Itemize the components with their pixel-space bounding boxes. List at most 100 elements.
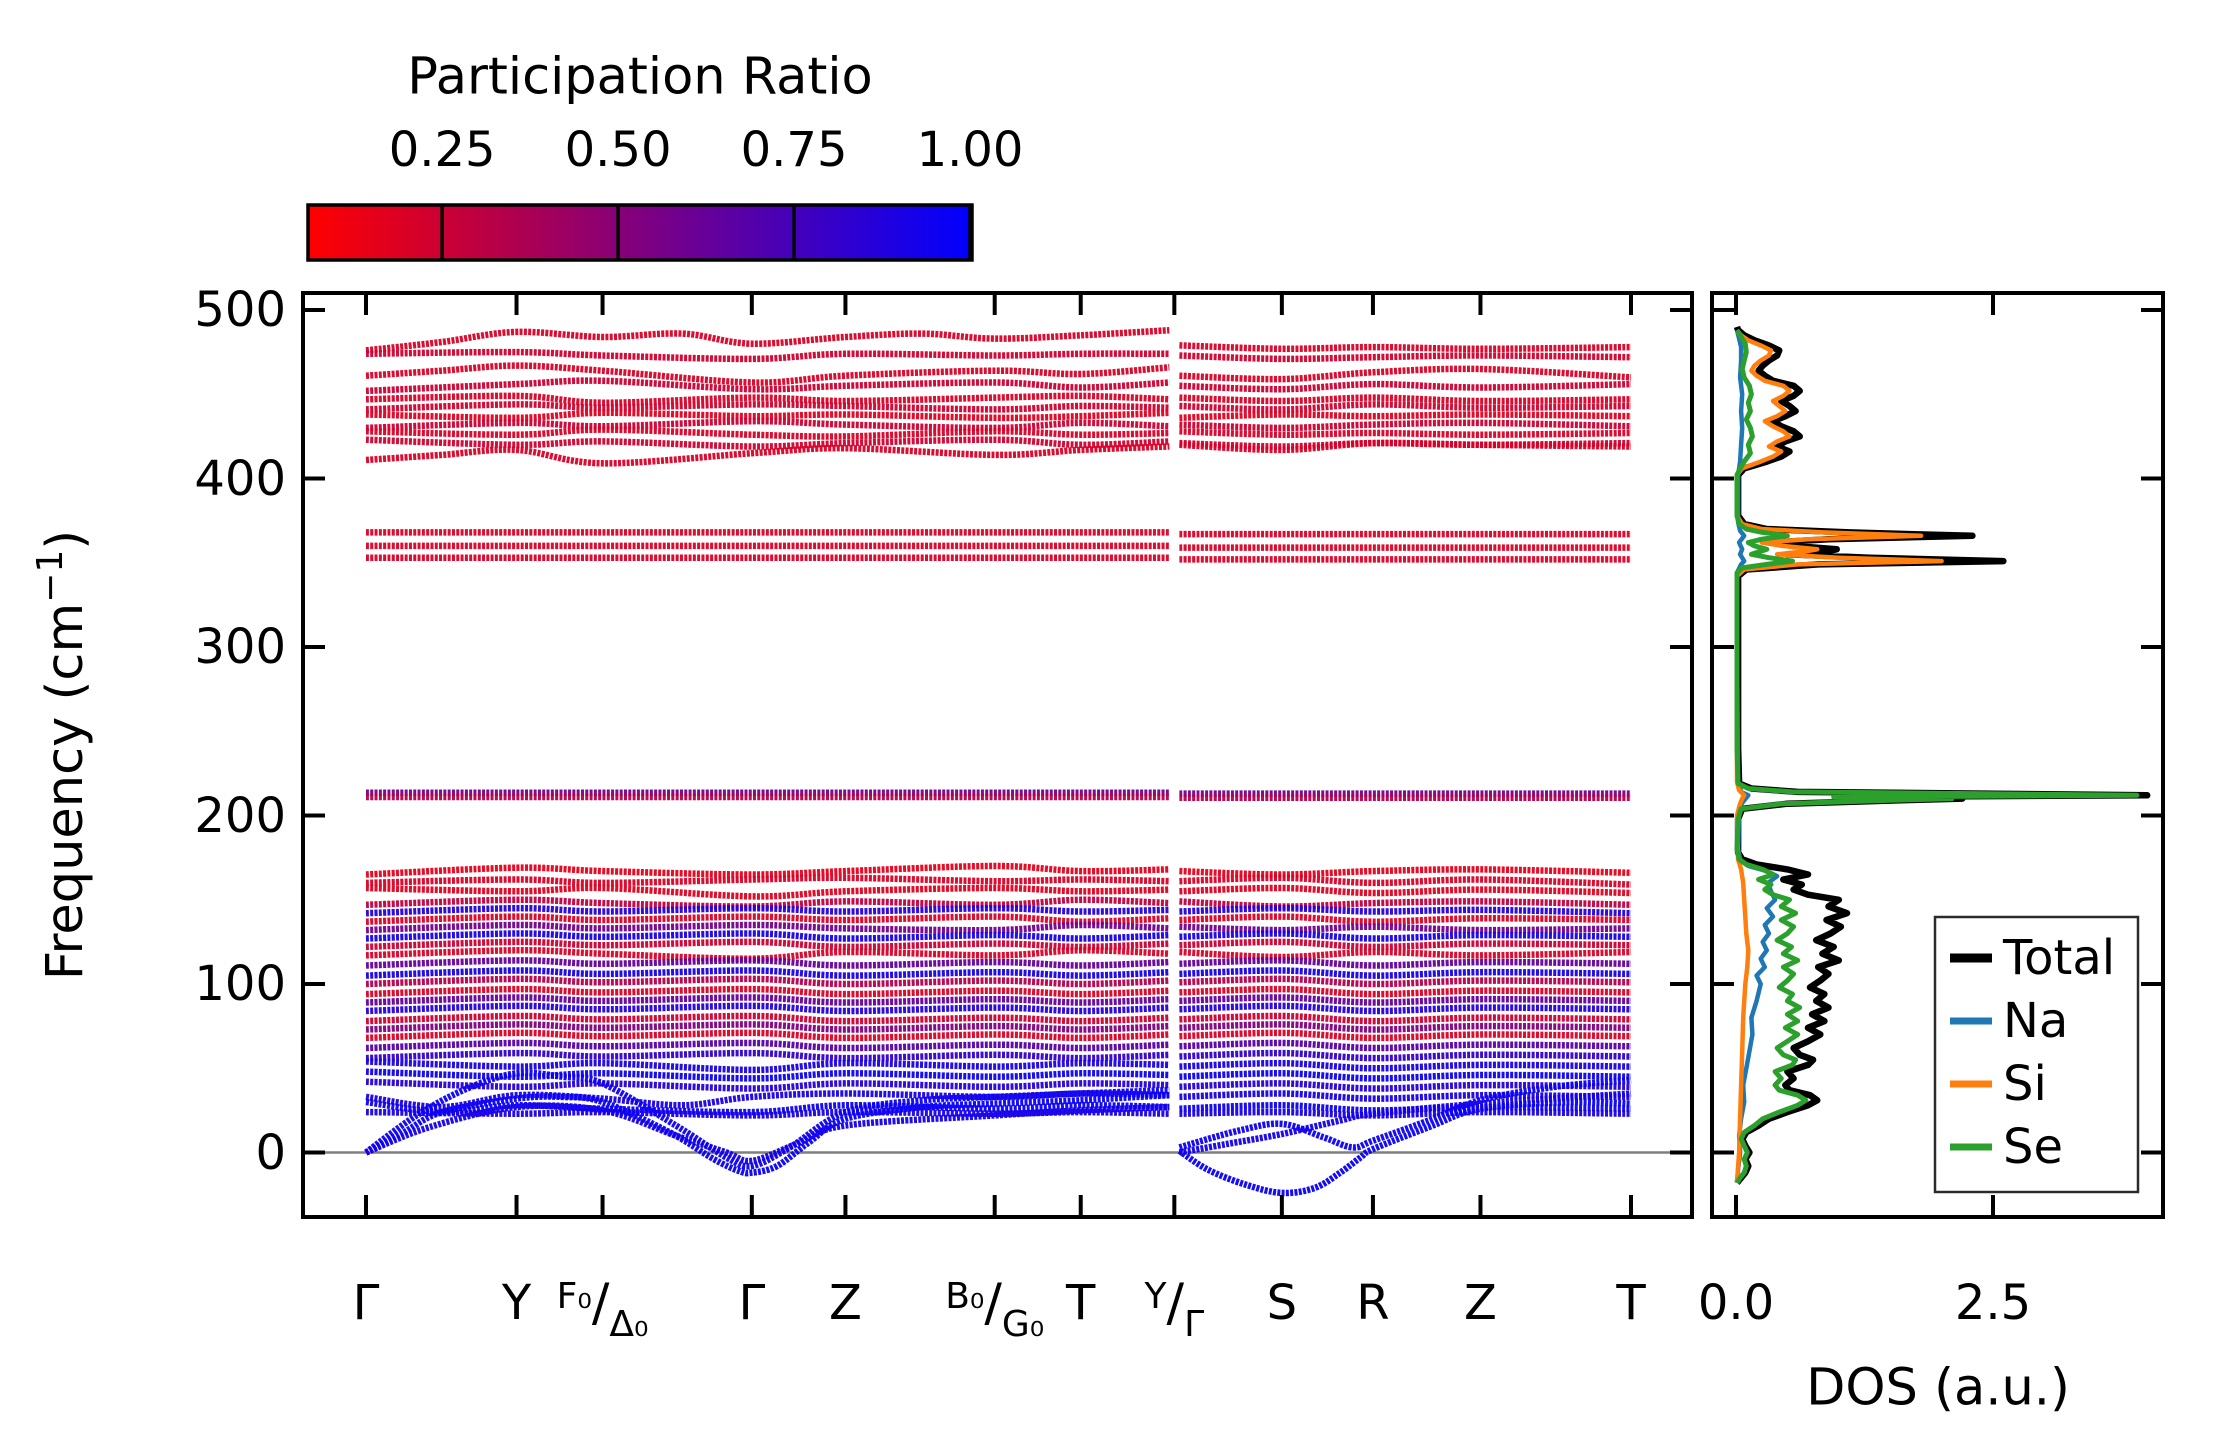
band-panel [303,326,1692,1197]
y-axis-label-text: Frequency (cm [36,602,95,981]
phonon-band [1178,1090,1632,1156]
phonon-band [365,967,1170,979]
dos-x-tick-label: 0.0 [1697,1275,1775,1331]
colorbar-tick-label: 0.25 [388,122,496,178]
y-axis-label-close: ) [36,529,95,550]
phonon-band [364,1102,1170,1165]
kpath-label-raised: F₀ [556,1276,592,1317]
phonon-band [365,443,1170,467]
colorbar-border [306,203,974,262]
phonon-band [1179,342,1632,353]
kpath-label-slash: / [591,1273,610,1333]
phonon-band [365,401,1170,413]
colorbar-tick-label: 1.00 [916,122,1024,178]
legend-label-se: Se [2003,1119,2063,1175]
y-tick-label: 400 [194,450,286,507]
phonon-band [365,1078,1170,1092]
phonon-band [365,1029,1170,1042]
phonon-band [1179,365,1632,383]
colorbar-tick-label: 0.50 [564,122,672,178]
colorbar-bar [308,205,972,260]
phonon-band [365,957,1170,969]
phonon-band [365,947,1170,962]
phonon-band [365,417,1170,432]
phonon-band [1178,1076,1632,1151]
phonon-band [365,326,1170,354]
phonon-band [1179,913,1632,925]
phonon-band [1179,1080,1632,1092]
phonon-band [1179,994,1632,1006]
y-tick-label: 500 [194,282,286,338]
dos-curve-se [1734,328,2140,1185]
phonon-band [1177,1098,1632,1197]
phonon-band [1179,1039,1632,1052]
kpath-tick-label: Γ [352,1275,380,1331]
y-tick-label: 0 [255,1124,286,1181]
dos-curve-si [1734,328,1944,1183]
dos-x-tick-label: 2.5 [1954,1275,2032,1331]
phonon-band [365,921,1170,934]
phonon-band [365,1002,1170,1015]
phonon-band [365,862,1170,878]
phonon-band [365,377,1170,395]
kpath-tick-label: S [1266,1275,1298,1331]
kpath-tick-label: R [1356,1275,1390,1331]
phonon-band [1179,1070,1632,1082]
phonon-band [365,409,1170,422]
y-axis-label-exponent: −1 [30,549,71,603]
phonon-band [1179,930,1632,942]
phonon-band [365,1012,1170,1025]
kpath-label-slash: / [984,1273,1002,1333]
kpath-tick-label: B₀/G₀ [945,1276,1044,1343]
phonon-band [1179,439,1632,454]
kpath-label-lowered: Γ [1184,1304,1205,1345]
dos-axis-label: DOS (a.u.) [1806,1358,2070,1418]
kpath-label-raised: B₀ [945,1276,985,1317]
phonon-band [1179,352,1632,363]
phonon-band [365,1021,1170,1033]
phonon-band [1179,411,1632,422]
phonon-band [365,930,1170,942]
phonon-band [365,436,1170,450]
phonon-band [365,1068,1170,1082]
y-tick-label: 100 [194,956,286,1012]
phonon-band [1179,938,1632,951]
phonon-band [1179,948,1632,961]
phonon-band [365,884,1170,900]
phonon-band [1179,428,1632,438]
phonon-band [365,392,1170,406]
legend-label-si: Si [2003,1056,2047,1112]
phonon-band [1179,874,1632,888]
kpath-tick-label: Z [828,1275,862,1331]
kpath-label-slash: / [1166,1273,1185,1333]
phonon-band [1179,394,1632,405]
phonon-band [1179,1021,1632,1033]
colorbar-title: Participation Ratio [407,47,873,107]
phonon-band [364,1091,1170,1177]
phonon-band [1179,957,1632,969]
phonon-band [1179,419,1632,432]
phonon-band [1179,975,1632,988]
legend-label-na: Na [2003,993,2069,1049]
phonon-band [365,1039,1170,1052]
kpath-tick-label: T [1066,1275,1096,1331]
phonon-band [1179,1029,1632,1042]
kpath-tick-label: Y/Γ [1145,1277,1205,1343]
band-panel-frame [301,291,1694,1219]
phonon-band [365,1049,1170,1062]
y-tick-label: 300 [194,619,286,675]
phonon-band [365,1098,1170,1116]
phonon-band [1179,1108,1632,1119]
phonon-band [365,994,1170,1006]
phonon-band [365,896,1170,910]
kpath-tick-label: F₀/Δ₀ [556,1276,649,1343]
phonon-band [1179,866,1632,878]
phonon-band [1179,923,1632,934]
y-axis-label: Frequency (cm−1) [30,530,95,980]
phonon-band [1179,1090,1632,1102]
phonon-band [365,904,1170,917]
kpath-tick-label: T [1616,1275,1646,1331]
band-panel-axes [301,291,1694,1219]
phonon-band [1179,1012,1632,1025]
